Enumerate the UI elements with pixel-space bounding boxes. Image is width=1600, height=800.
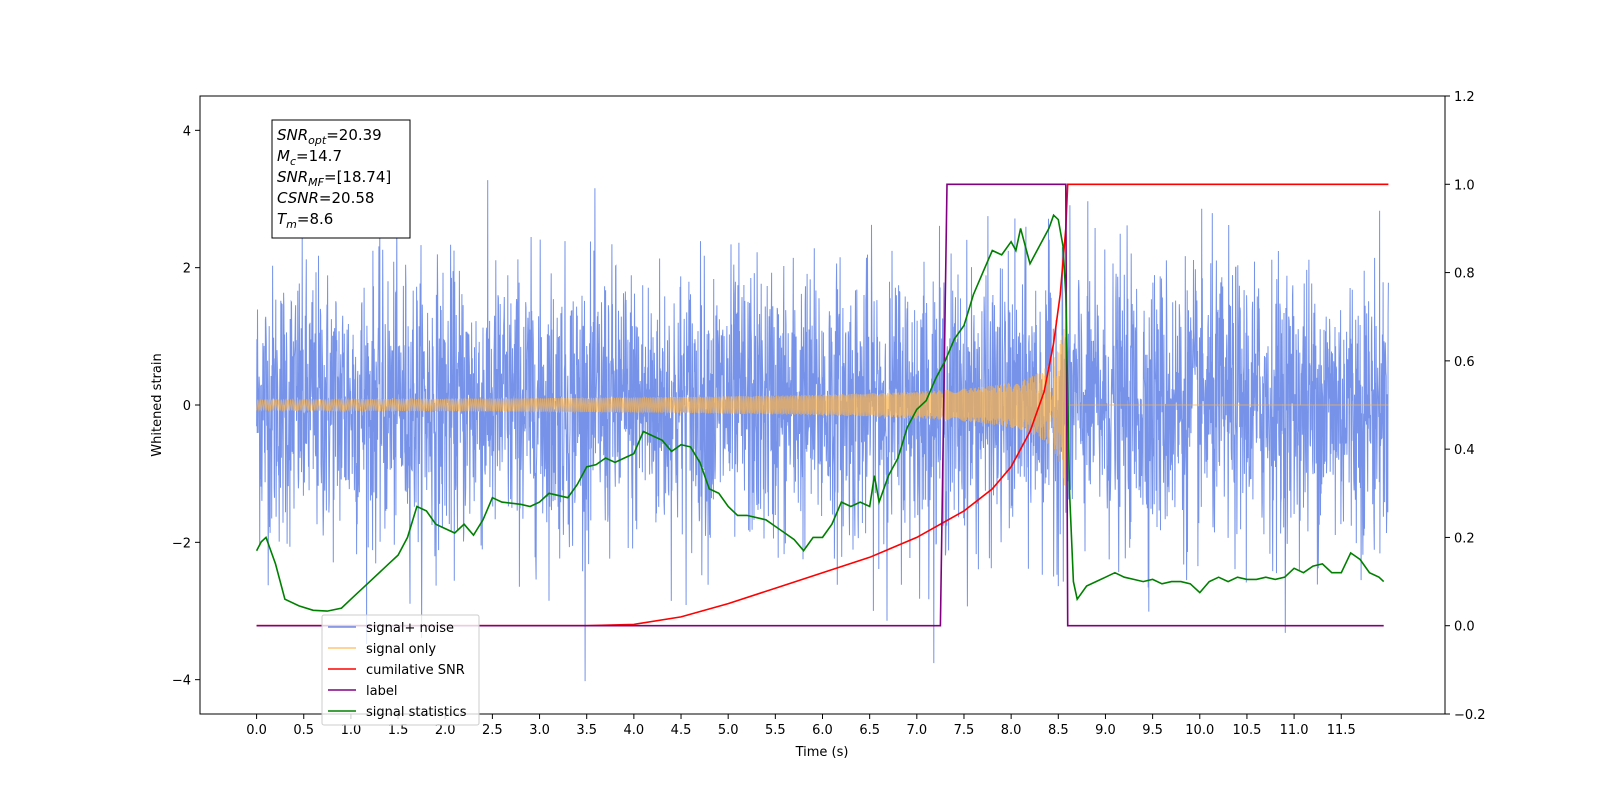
- x-axis: 0.0 0.5 1.0 1.5 2.0 2.5 3.0 3.5 4.0 4.5 5.0 5.5 6.0 6…: [246, 714, 1356, 738]
- x-tick-label: 7.0: [906, 723, 927, 738]
- x-tick-label: 0.0: [246, 723, 267, 738]
- x-tick-label: 8.0: [1001, 723, 1022, 738]
- y-tick-label: −4: [172, 674, 191, 689]
- series-signal-only: [256, 309, 1389, 486]
- annotation-line: SNRMF=[18.74]: [277, 168, 391, 189]
- x-tick-label: 3.5: [576, 723, 597, 738]
- y2-tick-label: 1.2: [1454, 90, 1475, 105]
- x-tick-label: 8.5: [1048, 723, 1069, 738]
- y-axis-right: −0.2 0.0 0.2 0.4 0.6 0.8 1.0 1.2: [1445, 90, 1486, 723]
- y-tick-label: 2: [183, 262, 191, 277]
- y-tick-label: 4: [183, 124, 191, 139]
- x-tick-label: 9.0: [1095, 723, 1116, 738]
- annotation-line: CSNR=20.58: [277, 189, 374, 207]
- y-tick-label: 0: [183, 399, 191, 414]
- x-tick-label: 4.5: [671, 723, 692, 738]
- x-tick-label: 1.5: [388, 723, 409, 738]
- series-signal-noise: [256, 180, 1389, 682]
- annotation-frame: [271, 119, 411, 239]
- y2-tick-label: 0.8: [1454, 267, 1475, 282]
- y-axis-left: −4 −2 0 2 4: [172, 124, 200, 689]
- x-axis-label: Time (s): [795, 745, 849, 760]
- x-tick-label: 7.5: [954, 723, 975, 738]
- x-tick-label: 3.0: [529, 723, 550, 738]
- x-tick-label: 1.0: [341, 723, 362, 738]
- series-signal-statistics: [255, 213, 1385, 612]
- legend-entry: signal+ noise: [366, 621, 454, 636]
- x-tick-label: 10.0: [1185, 723, 1214, 738]
- x-tick-label: 10.5: [1232, 723, 1261, 738]
- x-tick-label: 6.0: [812, 723, 833, 738]
- y-axis-label: Whitened strain: [150, 353, 165, 456]
- y2-tick-label: 0.0: [1454, 620, 1475, 635]
- x-tick-label: 11.0: [1280, 723, 1309, 738]
- annotation-line: SNRopt=20.39: [277, 126, 382, 147]
- annotation-line: Mc=14.7: [277, 147, 342, 168]
- legend-entry: signal only: [366, 642, 436, 657]
- legend-entry: cumilative SNR: [366, 663, 465, 678]
- x-tick-label: 2.0: [435, 723, 456, 738]
- y2-tick-label: −0.2: [1454, 708, 1486, 723]
- x-tick-label: 0.5: [293, 723, 314, 738]
- y2-tick-label: 0.2: [1454, 531, 1475, 546]
- legend-frame: [321, 614, 480, 726]
- y2-tick-label: 1.0: [1454, 178, 1475, 193]
- x-tick-label: 5.5: [765, 723, 786, 738]
- legend: signal+ noise signal only cumilative SNR la…: [321, 614, 480, 726]
- y2-tick-label: 0.6: [1454, 355, 1475, 370]
- y-tick-label: −2: [172, 536, 191, 551]
- y2-tick-label: 0.4: [1454, 443, 1475, 458]
- x-tick-label: 5.0: [718, 723, 739, 738]
- annotation-line: Tm=8.6: [277, 210, 333, 231]
- series-cumilative-snr: [256, 183, 1389, 627]
- x-tick-label: 4.0: [624, 723, 645, 738]
- series-layer: [255, 180, 1389, 682]
- series-label: [256, 183, 1384, 627]
- x-tick-label: 2.5: [482, 723, 503, 738]
- x-tick-label: 11.5: [1327, 723, 1356, 738]
- annotation-box: SNRopt=20.39Mc=14.7SNRMF=[18.74]CSNR=20.…: [271, 119, 411, 239]
- legend-entry: signal statistics: [366, 705, 467, 720]
- legend-entry: label: [366, 684, 397, 699]
- x-tick-label: 9.5: [1142, 723, 1163, 738]
- x-tick-label: 6.5: [859, 723, 880, 738]
